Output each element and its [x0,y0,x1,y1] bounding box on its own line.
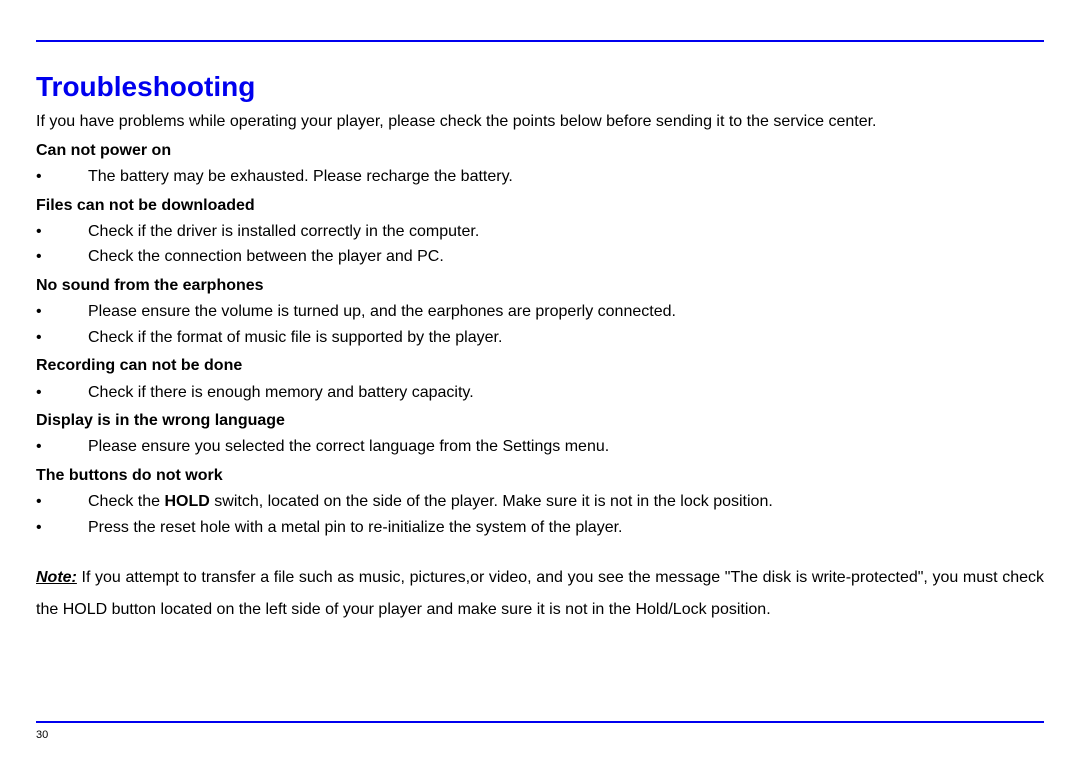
section-heading: Display is in the wrong language [36,409,1044,432]
list-item: Check the HOLD switch, located on the si… [36,489,1044,515]
sections: Can not power onThe battery may be exhau… [36,139,1044,540]
section-list: Check if there is enough memory and batt… [36,380,1044,406]
note-paragraph: Note: If you attempt to transfer a file … [36,562,1044,626]
note-label: Note: [36,569,77,586]
section-list: Check the HOLD switch, located on the si… [36,489,1044,540]
section-heading: Files can not be downloaded [36,194,1044,217]
bottom-rule [36,721,1044,723]
list-item: Check if the driver is installed correct… [36,219,1044,245]
bold-term: HOLD [164,493,209,510]
note-text: If you attempt to transfer a file such a… [36,569,1044,618]
page-footer: 30 [36,721,1044,741]
list-item: Please ensure the volume is turned up, a… [36,299,1044,325]
intro-text: If you have problems while operating you… [36,110,1044,133]
list-item: Check if there is enough memory and batt… [36,380,1044,406]
section-list: Please ensure the volume is turned up, a… [36,299,1044,350]
list-item-text: switch, located on the side of the playe… [210,493,773,510]
list-item: The battery may be exhausted. Please rec… [36,164,1044,190]
manual-page: Troubleshooting If you have problems whi… [0,0,1080,763]
page-title: Troubleshooting [36,70,1044,104]
section-list: The battery may be exhausted. Please rec… [36,164,1044,190]
list-item: Please ensure you selected the correct l… [36,434,1044,460]
list-item: Check if the format of music file is sup… [36,325,1044,351]
section-list: Please ensure you selected the correct l… [36,434,1044,460]
section-heading: No sound from the earphones [36,274,1044,297]
section-heading: Can not power on [36,139,1044,162]
list-item: Check the connection between the player … [36,244,1044,270]
page-number: 30 [36,729,1044,741]
list-item: Press the reset hole with a metal pin to… [36,515,1044,541]
list-item-text: Check the [88,493,164,510]
section-heading: Recording can not be done [36,354,1044,377]
page-content: Troubleshooting If you have problems whi… [36,42,1044,626]
section-list: Check if the driver is installed correct… [36,219,1044,270]
section-heading: The buttons do not work [36,464,1044,487]
